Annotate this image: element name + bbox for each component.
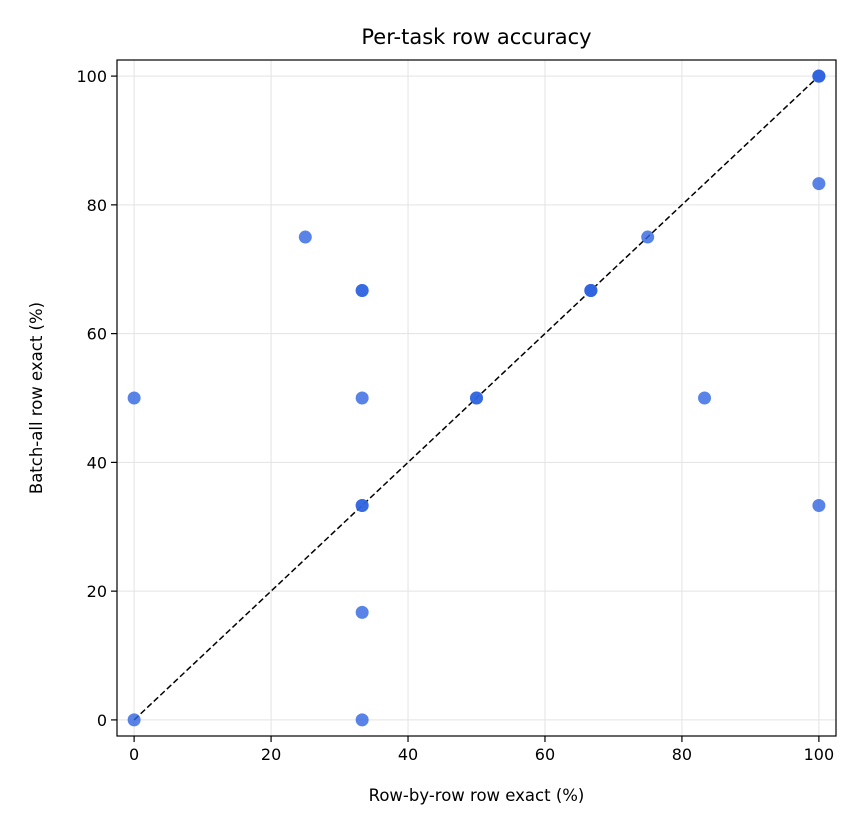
y-tick-label: 0 xyxy=(97,711,107,730)
ticks: 0 20 40 60 80 100 0 20 40 60 80 100 xyxy=(76,67,834,764)
data-point xyxy=(355,283,369,297)
y-axis-label: Batch-all row exact (%) xyxy=(27,302,46,494)
data-point xyxy=(812,177,826,191)
data-point xyxy=(355,499,369,513)
data-point xyxy=(812,499,826,513)
data-point xyxy=(127,391,141,405)
data-point xyxy=(355,391,369,405)
x-tick-label: 0 xyxy=(129,745,139,764)
data-point xyxy=(127,713,141,727)
y-tick-label: 60 xyxy=(87,325,107,344)
data-point xyxy=(470,391,483,405)
data-point xyxy=(812,69,826,83)
x-tick-label: 100 xyxy=(804,745,835,764)
data-point xyxy=(298,230,312,244)
x-tick-label: 60 xyxy=(535,745,555,764)
data-point xyxy=(641,230,655,244)
plot-frame xyxy=(116,59,837,737)
points-layer xyxy=(127,69,826,727)
grid xyxy=(117,60,836,736)
x-tick-label: 80 xyxy=(672,745,692,764)
data-point xyxy=(584,283,598,297)
data-point xyxy=(698,391,712,405)
y-tick-label: 80 xyxy=(87,196,107,215)
y-tick-label: 100 xyxy=(76,67,107,86)
y-tick-label: 40 xyxy=(87,453,107,472)
chart-title: Per-task row accuracy xyxy=(361,25,591,49)
x-tick-label: 40 xyxy=(398,745,418,764)
data-point xyxy=(355,605,369,619)
y-tick-label: 20 xyxy=(87,582,107,601)
x-tick-label: 20 xyxy=(261,745,281,764)
x-axis-label: Row-by-row row exact (%) xyxy=(369,786,585,805)
data-point xyxy=(355,713,369,727)
